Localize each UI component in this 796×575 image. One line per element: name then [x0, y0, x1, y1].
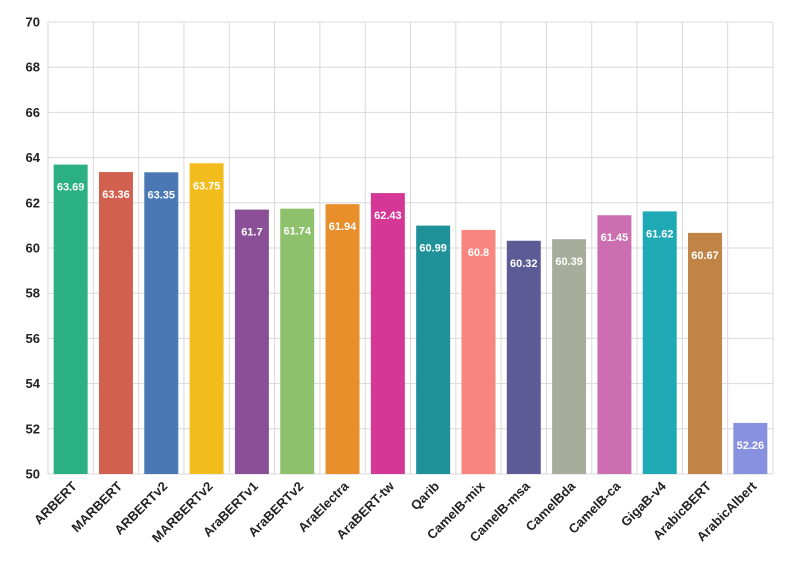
value-label: 61.94 [329, 221, 357, 233]
y-tick-label: 64 [26, 150, 41, 165]
bars [53, 163, 768, 475]
y-tick-label: 68 [26, 60, 40, 75]
bar [642, 211, 677, 474]
value-label: 62.43 [374, 210, 402, 222]
bar [688, 232, 723, 474]
value-label: 63.36 [102, 189, 130, 201]
bar [506, 240, 541, 474]
bar [733, 422, 768, 474]
y-tick-label: 66 [26, 105, 40, 120]
value-label: 63.35 [148, 189, 176, 201]
bar [416, 225, 451, 474]
value-label: 52.26 [737, 440, 765, 452]
value-label: 61.74 [283, 226, 311, 238]
bar [53, 164, 88, 474]
value-label: 60.8 [468, 247, 489, 259]
value-label: 60.67 [691, 250, 719, 262]
bar [189, 163, 224, 474]
y-tick-label: 62 [26, 195, 40, 210]
bar [234, 209, 269, 474]
y-tick-label: 54 [26, 376, 41, 391]
value-label: 61.62 [646, 228, 674, 240]
x-tick-label: Qarib [408, 478, 443, 513]
value-label: 63.75 [193, 180, 221, 192]
x-axis-labels: ARBERTMARBERTARBERTv2MARBERTv2AraBERTv1A… [31, 478, 760, 545]
bar [325, 204, 360, 474]
bar [370, 193, 405, 474]
value-label: 63.69 [57, 182, 85, 194]
y-tick-label: 52 [26, 421, 40, 436]
bar [98, 172, 133, 474]
bar [144, 172, 179, 475]
value-labels: 63.69 63.36 63.35 63.75 61.7 61.74 61.94 62.43 6… [57, 180, 764, 452]
value-label: 61.7 [241, 227, 262, 239]
value-label: 61.45 [601, 232, 629, 244]
y-tick-label: 60 [26, 241, 40, 256]
y-tick-label: 50 [26, 467, 40, 482]
y-tick-label: 58 [26, 286, 40, 301]
y-tick-label: 56 [26, 331, 40, 346]
bar [461, 229, 496, 474]
y-tick-label: 70 [26, 15, 40, 30]
y-axis-ticks: 50 52 54 56 58 60 62 64 66 68 70 [26, 15, 41, 482]
bar [597, 215, 632, 475]
value-label: 60.32 [510, 258, 538, 270]
value-label: 60.39 [555, 256, 583, 268]
bar [552, 239, 587, 474]
bar [280, 208, 315, 474]
value-label: 60.99 [419, 243, 447, 255]
